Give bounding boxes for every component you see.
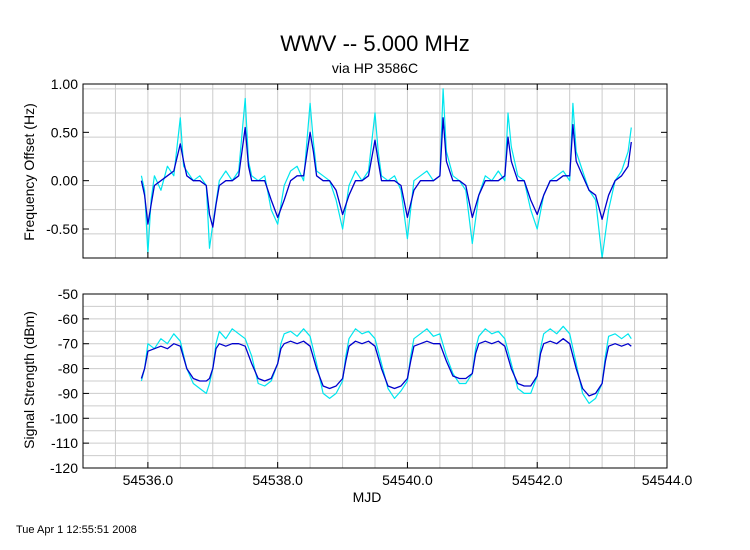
signal-strength-panel: 54536.0 54538.0 54540.0 54542.0 54544.0 -50 -6… <box>50 286 693 488</box>
signal-ytick-label: -50 <box>58 286 78 302</box>
signal-ytick-label: -120 <box>50 460 78 476</box>
signal-ytick-label: -100 <box>50 410 78 426</box>
freq-ytick-label: 1.00 <box>51 76 78 92</box>
signal-axes-frame <box>82 293 668 469</box>
ylabel-signal-strength: Signal Strength (dBm) <box>21 311 37 449</box>
signal-ytick-label: -70 <box>58 336 78 352</box>
frequency-offset-panel: 1.00 0.50 0.00 -0.50 <box>46 76 668 259</box>
signal-ytick-label: -60 <box>58 311 78 327</box>
freq-axes-frame <box>82 83 668 259</box>
timestamp: Tue Apr 1 12:55:51 2008 <box>16 524 137 536</box>
signal-xtick-label: 54542.0 <box>512 472 563 488</box>
signal-xtick-label: 54536.0 <box>123 472 174 488</box>
signal-xtick-label: 54540.0 <box>382 472 433 488</box>
signal-xtick-label: 54544.0 <box>642 472 693 488</box>
chart-title: WWV -- 5.000 MHz <box>280 31 469 56</box>
signal-xtick-label: 54538.0 <box>252 472 303 488</box>
signal-ytick-label: -90 <box>58 385 78 401</box>
freq-ytick-label: 0.50 <box>51 124 78 140</box>
ylabel-frequency-offset: Frequency Offset (Hz) <box>21 103 37 240</box>
chart-subtitle: via HP 3586C <box>332 60 418 76</box>
freq-ytick-label: -0.50 <box>46 221 78 237</box>
freq-ytick-label: 0.00 <box>51 173 78 189</box>
signal-ytick-label: -110 <box>51 435 78 451</box>
signal-series-smoothed <box>140 338 632 397</box>
xlabel-mjd: MJD <box>353 489 382 505</box>
signal-ytick-label: -80 <box>58 361 78 377</box>
freq-series-smoothed <box>140 117 632 228</box>
